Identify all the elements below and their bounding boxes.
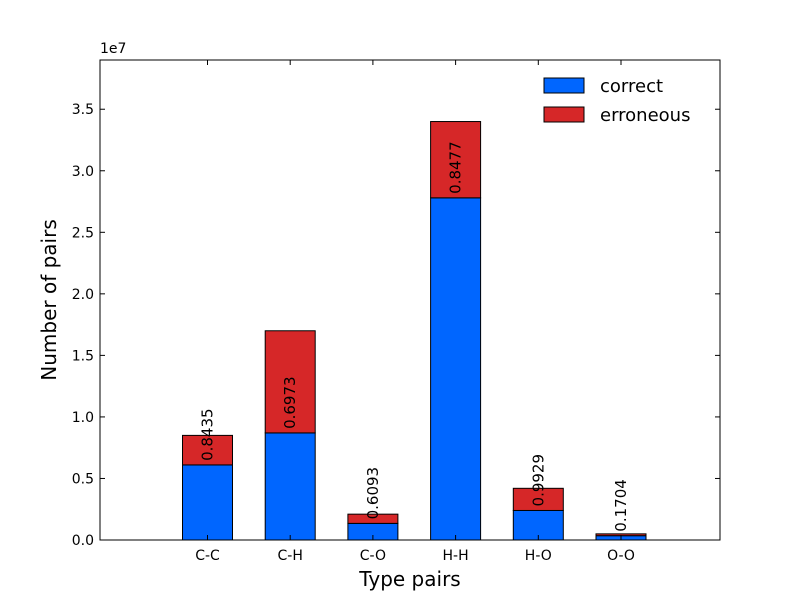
bar-erroneous-h-h (430, 121, 482, 199)
bar-value-label-h-o: 0.9929 (529, 454, 547, 507)
y-multiplier-label: 1e7 (100, 41, 126, 57)
y-tick-label: 1.5 (72, 348, 94, 364)
bars-group (182, 121, 647, 541)
x-axis: C-C C-H C-O H-H H-O O-O (195, 60, 635, 564)
x-tick-label-h-o: H-O (525, 548, 552, 564)
y-tick-label: 1.0 (72, 410, 94, 426)
y-tick-label: 2.5 (72, 225, 94, 241)
bar-erroneous-c-c (182, 434, 233, 466)
x-tick-label-c-c: C-C (195, 548, 220, 564)
x-tick-label-h-h: H-H (443, 548, 469, 564)
y-axis-title: Number of pairs (37, 219, 61, 380)
bar-erroneous-c-o (347, 513, 399, 524)
y-tick-label: 3.5 (72, 102, 94, 118)
legend-swatch-erroneous (543, 106, 585, 123)
legend: correct erroneous (543, 76, 690, 126)
y-axis: 0.0 0.5 1.0 1.5 2.0 2.5 3.0 3.5 (72, 102, 720, 549)
y-tick-label: 3.0 (72, 164, 94, 180)
bar-value-label-h-h: 0.8477 (447, 141, 465, 193)
y-tick-label: 0.0 (72, 533, 94, 549)
y-tick-label: 2.0 (72, 287, 94, 303)
y-tick-label: 0.5 (72, 471, 94, 487)
x-axis-title: Type pairs (358, 567, 460, 591)
bar-value-label-c-h: 0.6973 (281, 376, 299, 429)
legend-label-correct: correct (600, 76, 663, 97)
bar-value-label-c-c: 0.8435 (199, 408, 217, 461)
bar-correct-c-h (264, 432, 316, 541)
bar-value-label-c-o: 0.6093 (364, 467, 382, 520)
bar-correct-h-h (430, 197, 482, 541)
bar-labels-group: 0.8435 0.6973 0.6093 0.8477 0.9929 0.1704 (199, 141, 631, 531)
x-tick-label-c-o: C-O (360, 548, 386, 564)
legend-swatch-correct (543, 77, 585, 94)
bar-value-label-o-o: 0.1704 (612, 479, 630, 532)
x-tick-label-c-h: C-H (278, 548, 303, 564)
bar-erroneous-h-o (512, 487, 564, 511)
x-tick-label-o-o: O-O (607, 548, 635, 564)
bar-correct-c-c (182, 464, 233, 541)
legend-label-erroneous: erroneous (600, 105, 690, 126)
bar-erroneous-c-h (264, 330, 316, 434)
plot-frame (99, 59, 721, 541)
